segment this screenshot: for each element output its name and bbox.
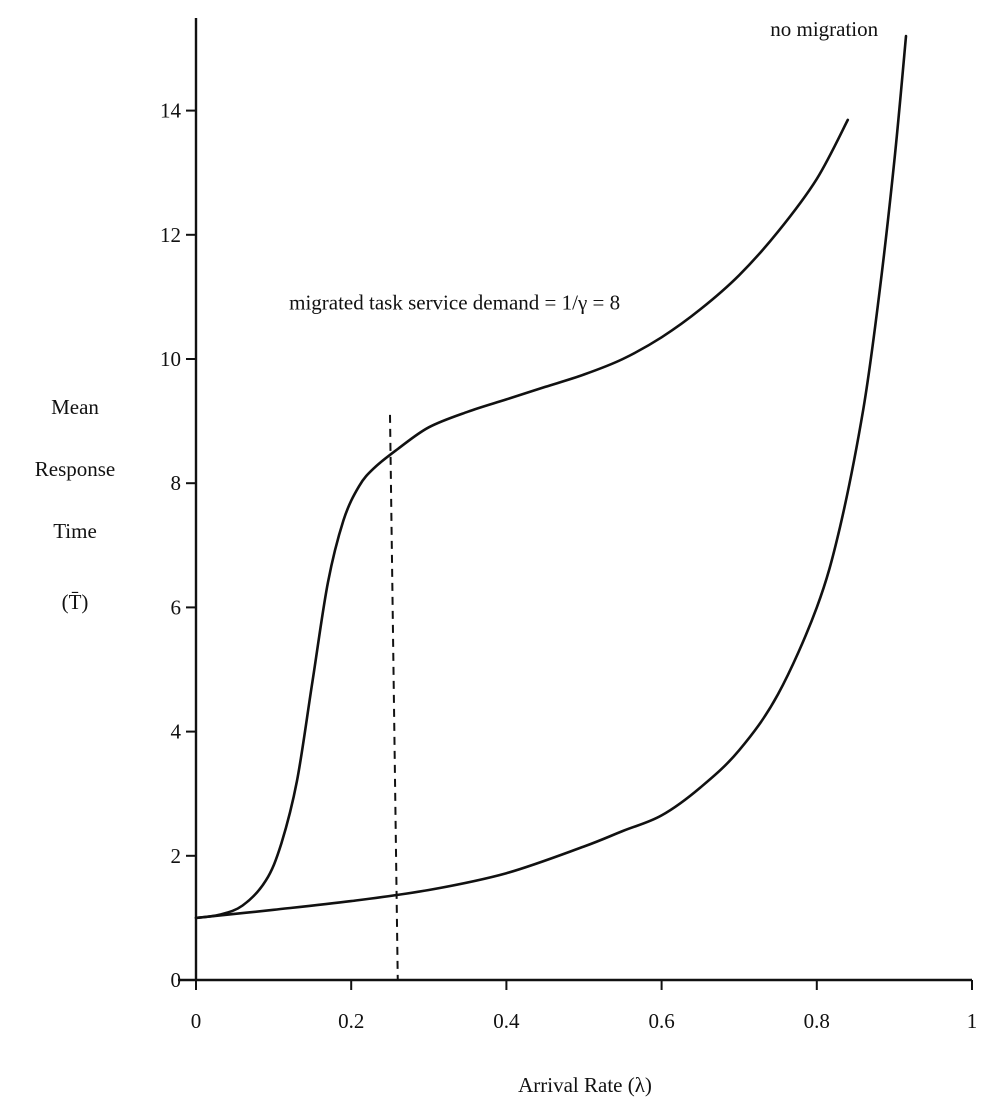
y-axis-title-line-4: (T̄)	[62, 590, 89, 614]
x-tick-label: 0	[191, 1009, 202, 1033]
no-migration-label: no migration	[770, 17, 878, 41]
plot-area: 0 2 4 6 8 10 12 14 0 0.2 0.4 0.6 0.8 1	[160, 18, 977, 1033]
y-tick-label: 4	[171, 720, 182, 744]
y-axis-ticks: 0 2 4 6 8 10 12 14	[160, 99, 196, 992]
x-tick-label: 0.8	[804, 1009, 830, 1033]
no-migration-curve	[194, 34, 908, 920]
y-tick-label: 12	[160, 223, 181, 247]
x-tick-label: 0.2	[338, 1009, 364, 1033]
y-tick-label: 14	[160, 99, 182, 123]
x-tick-label: 0.4	[493, 1009, 520, 1033]
reference-dashed-line	[389, 414, 399, 981]
y-tick-label: 8	[171, 471, 182, 495]
y-tick-label: 0	[171, 968, 182, 992]
x-axis-ticks: 0 0.2 0.4 0.6 0.8 1	[191, 980, 978, 1033]
x-tick-label: 0.6	[648, 1009, 674, 1033]
y-tick-label: 2	[171, 844, 182, 868]
y-tick-label: 10	[160, 347, 181, 371]
y-axis-title: Mean Response Time (T̄)	[35, 395, 116, 614]
y-axis-title-line-1: Mean	[51, 395, 99, 419]
series-layer	[194, 34, 908, 920]
migration-curve	[194, 118, 850, 920]
y-axis-title-line-3: Time	[53, 519, 97, 543]
migration-annotation: migrated task service demand = 1/γ = 8	[289, 290, 620, 314]
x-axis-title: Arrival Rate (λ)	[518, 1073, 652, 1097]
y-tick-label: 6	[171, 595, 182, 619]
x-tick-label: 1	[967, 1009, 978, 1033]
y-axis-title-line-2: Response	[35, 457, 116, 481]
